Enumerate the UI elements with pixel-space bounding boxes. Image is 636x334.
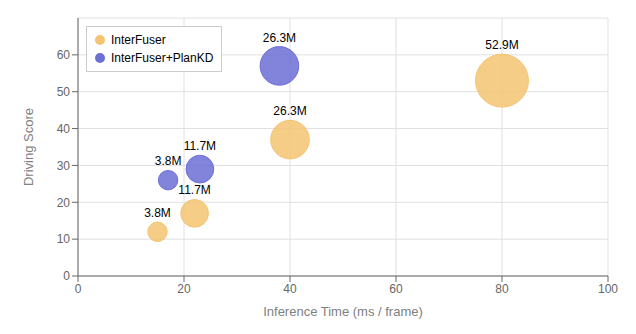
html-text:InterFuser+PlanKD: InterFuser+PlanKD bbox=[111, 51, 214, 65]
svg-text:60: 60 bbox=[389, 282, 403, 296]
svg-text:3.8M: 3.8M bbox=[144, 206, 171, 220]
svg-text:20: 20 bbox=[57, 196, 71, 210]
svg-text:80: 80 bbox=[495, 282, 509, 296]
svg-text:30: 30 bbox=[57, 159, 71, 173]
svg-text:0: 0 bbox=[75, 282, 82, 296]
svg-text:40: 40 bbox=[283, 282, 297, 296]
svg-text:10: 10 bbox=[57, 232, 71, 246]
svg-text:60: 60 bbox=[57, 48, 71, 62]
svg-text:50: 50 bbox=[57, 85, 71, 99]
svg-text:Driving Score: Driving Score bbox=[21, 108, 36, 186]
html-text:InterFuser: InterFuser bbox=[111, 33, 166, 47]
svg-text:26.3M: 26.3M bbox=[273, 104, 306, 118]
svg-text:100: 100 bbox=[598, 282, 618, 296]
svg-text:26.3M: 26.3M bbox=[263, 31, 296, 45]
svg-text:11.7M: 11.7M bbox=[178, 183, 210, 197]
svg-text:40: 40 bbox=[57, 122, 71, 136]
svg-text:20: 20 bbox=[177, 282, 191, 296]
svg-text:52.9M: 52.9M bbox=[485, 38, 518, 52]
svg-text:3.8M: 3.8M bbox=[155, 154, 182, 168]
svg-text:0: 0 bbox=[63, 269, 70, 283]
svg-text:Inference Time (ms / frame): Inference Time (ms / frame) bbox=[263, 304, 423, 319]
svg-text:11.7M: 11.7M bbox=[184, 139, 216, 153]
